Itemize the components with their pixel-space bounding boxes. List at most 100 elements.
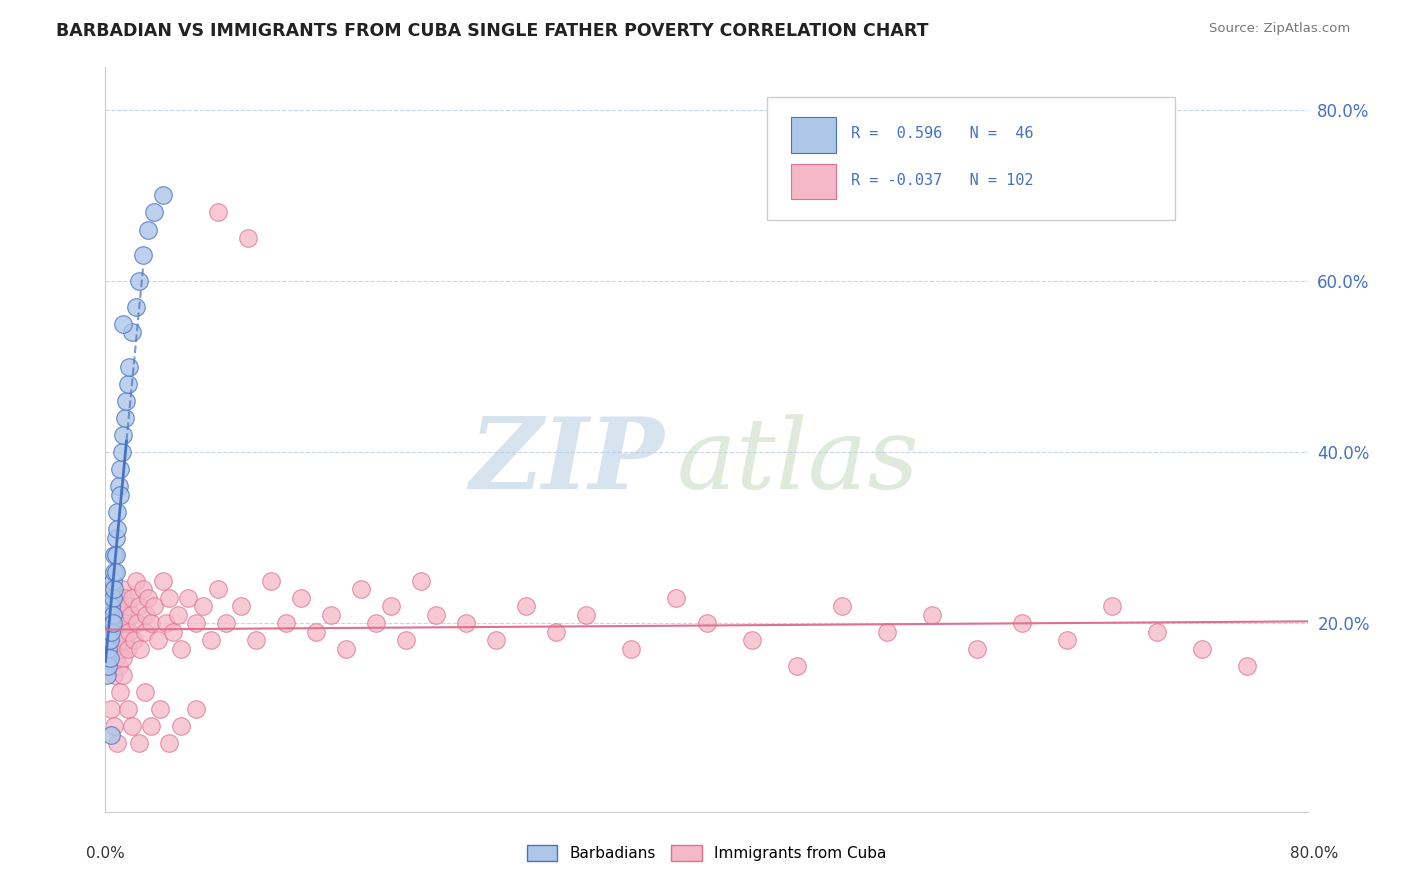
Point (395, 633, 418, 648)
Point (364, 616, 387, 631)
Point (620, 642, 643, 657)
Point (104, 607, 127, 622)
Point (741, 633, 763, 648)
Point (103, 548, 125, 562)
Point (139, 719, 162, 733)
Point (128, 599, 150, 614)
Point (107, 591, 129, 605)
Point (152, 574, 174, 588)
Point (100, 599, 122, 614)
Point (112, 428, 135, 442)
Point (132, 582, 155, 596)
Point (305, 624, 328, 639)
Text: Source: ZipAtlas.com: Source: ZipAtlas.com (1209, 22, 1350, 36)
Text: atlas: atlas (676, 414, 920, 509)
Point (107, 736, 129, 750)
Point (129, 642, 152, 657)
Point (118, 624, 141, 639)
Point (97, 616, 120, 631)
Point (104, 650, 127, 665)
Point (1146, 624, 1168, 639)
Point (114, 591, 136, 605)
Point (117, 642, 139, 657)
Point (97, 624, 120, 639)
Point (166, 607, 188, 622)
Text: 0.0%: 0.0% (86, 847, 125, 861)
Point (350, 582, 373, 596)
Text: ZIP: ZIP (470, 413, 665, 510)
Point (157, 736, 180, 750)
Point (184, 616, 207, 631)
Point (135, 607, 157, 622)
Point (125, 616, 148, 631)
Point (274, 616, 297, 631)
Point (101, 607, 124, 622)
Point (124, 300, 146, 314)
Point (124, 574, 146, 588)
Point (152, 188, 174, 202)
Point (122, 633, 145, 648)
Point (665, 591, 688, 605)
Point (110, 642, 132, 657)
Point (117, 599, 139, 614)
Point (104, 565, 127, 579)
Point (169, 642, 191, 657)
Point (120, 607, 142, 622)
Point (112, 667, 135, 681)
Point (98, 599, 121, 614)
Point (1011, 616, 1033, 631)
Point (96, 616, 118, 631)
Point (115, 393, 138, 408)
Point (121, 326, 143, 340)
Point (1191, 642, 1213, 657)
Text: 80.0%: 80.0% (1291, 847, 1339, 861)
Point (260, 574, 283, 588)
Point (139, 616, 162, 631)
Point (103, 667, 125, 681)
Point (100, 702, 122, 716)
Point (107, 505, 129, 519)
Point (1101, 599, 1123, 614)
Point (121, 719, 143, 733)
Point (98, 633, 121, 648)
Point (146, 633, 169, 648)
Point (142, 599, 165, 614)
Point (207, 582, 229, 596)
Point (108, 479, 131, 493)
Point (214, 616, 236, 631)
Point (101, 599, 124, 614)
Point (104, 548, 127, 562)
Point (110, 462, 132, 476)
Point (111, 582, 134, 596)
Point (100, 728, 122, 742)
Point (575, 607, 598, 622)
Point (335, 642, 357, 657)
Point (104, 531, 127, 545)
Point (97, 659, 120, 673)
Point (108, 659, 131, 673)
Point (696, 616, 718, 631)
Point (134, 624, 156, 639)
Point (136, 222, 159, 236)
Point (155, 616, 177, 631)
Point (128, 274, 150, 288)
Point (100, 582, 122, 596)
FancyBboxPatch shape (790, 117, 837, 153)
Point (132, 248, 155, 262)
Point (966, 642, 988, 657)
Point (456, 616, 478, 631)
Point (96, 650, 118, 665)
Point (128, 736, 150, 750)
Point (134, 685, 156, 699)
Point (103, 582, 125, 596)
Point (425, 607, 447, 622)
Point (191, 599, 214, 614)
Point (515, 599, 537, 614)
Point (98, 650, 121, 665)
Point (103, 719, 125, 733)
Point (169, 719, 191, 733)
Point (380, 599, 402, 614)
Point (112, 607, 135, 622)
Point (831, 599, 853, 614)
Point (100, 616, 122, 631)
